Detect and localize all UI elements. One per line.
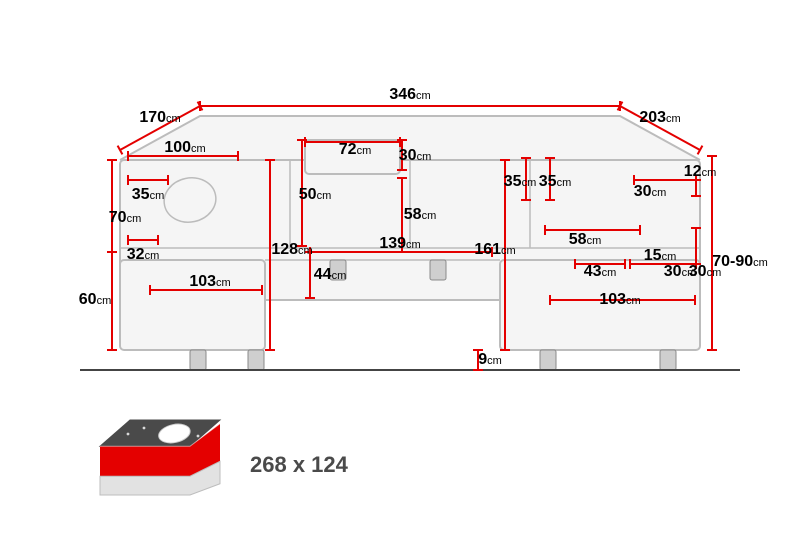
dimension-label: 161cm xyxy=(474,241,515,259)
dimension-label: 58cm xyxy=(569,231,601,249)
dimension-unit: cm xyxy=(602,267,617,279)
dimension-label: 43cm xyxy=(584,263,616,281)
dimension-value: 100 xyxy=(164,139,191,156)
dimension-unit: cm xyxy=(416,90,431,102)
dimension-unit: cm xyxy=(191,143,206,155)
bed-size-label: 268 x 124 xyxy=(250,452,348,478)
dimension-value: 58 xyxy=(569,231,587,248)
sofa-leg xyxy=(190,350,206,370)
dimension-unit: cm xyxy=(501,245,516,257)
dimension-label: 70-90cm xyxy=(712,253,768,271)
dimension-label: 35cm xyxy=(539,173,571,191)
dimension-label: 50cm xyxy=(299,186,331,204)
dimension-value: 30 xyxy=(399,147,417,164)
dimension-label: 72cm xyxy=(339,141,371,159)
dimension-value: 60 xyxy=(79,291,97,308)
dimension-label: 100cm xyxy=(164,139,205,157)
dimension-unit: cm xyxy=(332,270,347,282)
dimension-unit: cm xyxy=(587,235,602,247)
dimension-label: 44cm xyxy=(314,266,346,284)
dimension-unit: cm xyxy=(662,251,677,263)
dimension-label: 103cm xyxy=(599,291,640,309)
dimension-unit: cm xyxy=(357,145,372,157)
dimension-value: 346 xyxy=(389,86,416,103)
dimension-unit: cm xyxy=(753,257,768,269)
dimension-value: 30 xyxy=(664,263,682,280)
dimension-unit: cm xyxy=(666,113,681,125)
dimension-unit: cm xyxy=(626,295,641,307)
dimension-value: 43 xyxy=(584,263,602,280)
dimension-unit: cm xyxy=(557,177,572,189)
dimension-value: 30 xyxy=(689,263,707,280)
dimension-label: 12cm xyxy=(684,163,716,181)
diagram-stage: 346cm170cm203cm100cm72cm30cm35cm32cm70cm… xyxy=(0,0,800,533)
dimension-unit: cm xyxy=(127,213,142,225)
dimension-value: 58 xyxy=(404,206,422,223)
dimension-unit: cm xyxy=(216,277,231,289)
dimension-value: 70 xyxy=(109,209,127,226)
dimension-label: 30cm xyxy=(399,147,431,165)
dimension-value: 128 xyxy=(271,241,298,258)
dimension-unit: cm xyxy=(406,239,421,251)
dimension-unit: cm xyxy=(166,113,181,125)
dimension-unit: cm xyxy=(652,187,667,199)
dimension-unit: cm xyxy=(422,210,437,222)
dimension-label: 60cm xyxy=(79,291,111,309)
dimension-label: 9cm xyxy=(478,351,502,369)
sofa-leg xyxy=(430,260,446,280)
dimension-value: 139 xyxy=(379,235,406,252)
dimension-value: 12 xyxy=(684,163,702,180)
dimension-value: 32 xyxy=(127,246,145,263)
dimension-unit: cm xyxy=(702,167,717,179)
bed-icon xyxy=(100,420,220,495)
dimension-value: 170 xyxy=(139,109,166,126)
dimension-unit: cm xyxy=(145,250,160,262)
dimension-value: 35 xyxy=(132,186,150,203)
dimension-unit: cm xyxy=(317,190,332,202)
dimension-unit: cm xyxy=(298,245,313,257)
dimension-value: 35 xyxy=(539,173,557,190)
dimension-value: 161 xyxy=(474,241,501,258)
dimension-unit: cm xyxy=(417,151,432,163)
dimension-value: 72 xyxy=(339,141,357,158)
dimension-label: 35cm xyxy=(504,173,536,191)
dimension-label: 32cm xyxy=(127,246,159,264)
dimension-value: 35 xyxy=(504,173,522,190)
dimension-value: 203 xyxy=(639,109,666,126)
dimension-value: 9 xyxy=(478,351,487,368)
dimension-label: 35cm xyxy=(132,186,164,204)
dimension-label: 103cm xyxy=(189,273,230,291)
dimension-label: 346cm xyxy=(389,86,430,104)
dimension-unit: cm xyxy=(150,190,165,202)
dimension-label: 139cm xyxy=(379,235,420,253)
dimension-value: 50 xyxy=(299,186,317,203)
dimension-value: 103 xyxy=(189,273,216,290)
dimension-label: 70cm xyxy=(109,209,141,227)
dimension-value: 44 xyxy=(314,266,332,283)
dimension-label: 170cm xyxy=(139,109,180,127)
dimension-value: 70-90 xyxy=(712,253,753,270)
dimension-value: 103 xyxy=(599,291,626,308)
dimension-label: 30cm xyxy=(634,183,666,201)
dimension-label: 128cm xyxy=(271,241,312,259)
dimension-label: 203cm xyxy=(639,109,680,127)
dimension-value: 15 xyxy=(644,247,662,264)
dimension-unit: cm xyxy=(487,355,502,367)
dimension-value: 30 xyxy=(634,183,652,200)
dimension-label: 58cm xyxy=(404,206,436,224)
sofa-leg xyxy=(660,350,676,370)
sofa-leg xyxy=(540,350,556,370)
dimension-unit: cm xyxy=(97,295,112,307)
sofa-leg xyxy=(248,350,264,370)
dimension-unit: cm xyxy=(522,177,537,189)
